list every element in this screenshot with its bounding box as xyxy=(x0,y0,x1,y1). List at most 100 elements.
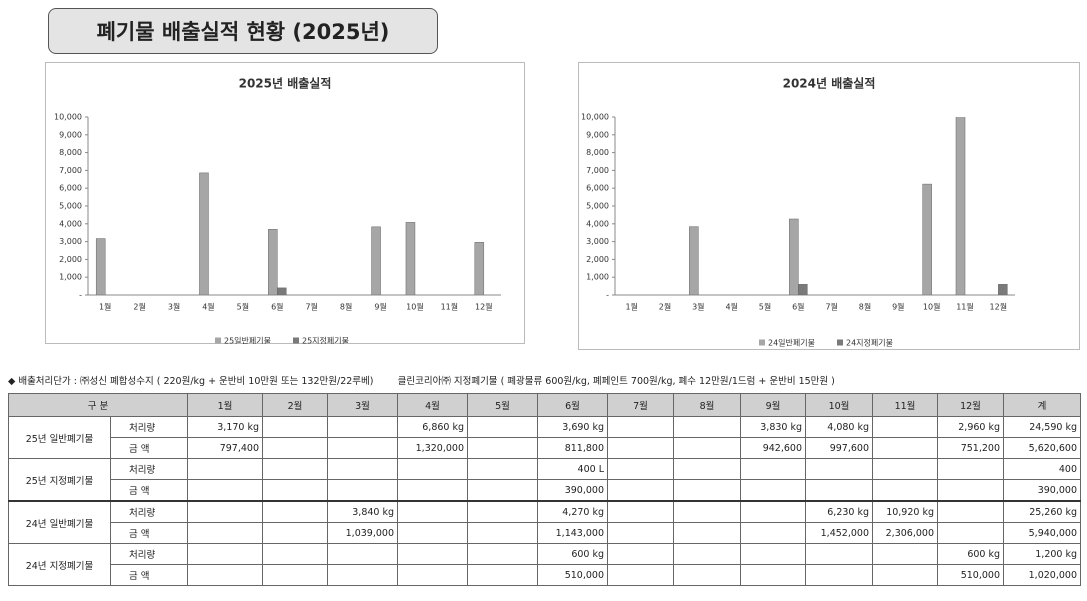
value-cell xyxy=(937,522,1004,544)
value-cell xyxy=(327,564,398,586)
value-cell xyxy=(327,458,398,480)
y-tick-label: 9,000 xyxy=(59,130,82,139)
header-cell: 7월 xyxy=(607,393,674,417)
value-cell: 797,400 xyxy=(187,437,263,459)
legend-swatch xyxy=(837,339,843,346)
value-cell xyxy=(607,500,674,523)
x-tick-label: 10월 xyxy=(923,302,941,312)
header-row: 구 분 1월 2월 3월 4월 5월 6월 7월 8월 9월 10월 11월 12월 계 xyxy=(8,393,1081,417)
x-tick-label: 9월 xyxy=(892,302,904,312)
value-cell: 2,960 kg xyxy=(937,416,1004,438)
y-tick-label: - xyxy=(606,291,609,300)
value-cell xyxy=(872,543,938,565)
y-tick-label: 5,000 xyxy=(59,202,82,211)
value-cell: 10,920 kg xyxy=(872,500,938,523)
value-cell: 390,000 xyxy=(1003,479,1081,502)
value-cell xyxy=(872,458,938,480)
bar xyxy=(268,229,278,295)
y-tick-label: 9,000 xyxy=(586,130,609,139)
table-row: 금 액 797,400 1,320,000 811,800 942,600 997,600… xyxy=(9,437,1081,459)
value-cell xyxy=(872,416,938,438)
bar xyxy=(277,287,287,295)
legend-swatch xyxy=(293,337,299,344)
y-tick-label: 7,000 xyxy=(59,166,82,175)
value-cell xyxy=(673,416,741,438)
value-cell xyxy=(607,458,674,480)
header-cell: 6월 xyxy=(537,393,608,417)
value-cell xyxy=(467,543,538,565)
value-cell xyxy=(607,416,674,438)
value-cell xyxy=(673,479,741,502)
bar xyxy=(955,117,966,295)
x-tick-label: 7월 xyxy=(305,302,317,312)
value-cell: 600 kg xyxy=(937,543,1004,565)
y-tick-label: 4,000 xyxy=(586,219,609,228)
value-cell: 6,860 kg xyxy=(397,416,468,438)
value-cell: 1,020,000 xyxy=(1003,564,1081,586)
value-cell xyxy=(607,479,674,502)
bar xyxy=(474,242,485,295)
x-tick-label: 11월 xyxy=(441,302,459,312)
bar xyxy=(689,226,699,295)
value-cell xyxy=(740,522,806,544)
value-cell xyxy=(872,479,938,502)
y-tick-label: 10,000 xyxy=(54,113,82,122)
chart-title: 2024년 배출실적 xyxy=(783,76,876,91)
value-cell xyxy=(397,564,468,586)
header-cell: 1월 xyxy=(187,393,263,417)
bar xyxy=(922,183,932,295)
x-tick-label: 6월 xyxy=(271,302,283,312)
page-title: 폐기물 배출실적 현황 (2025년) xyxy=(48,8,438,54)
bar xyxy=(199,172,209,295)
header-cell: 10월 xyxy=(805,393,873,417)
value-cell xyxy=(673,500,741,523)
x-tick-label: 12월 xyxy=(475,302,493,312)
value-cell xyxy=(740,458,806,480)
y-tick-label: 3,000 xyxy=(586,237,609,246)
row-label: 금 액 xyxy=(110,522,188,544)
value-cell xyxy=(805,543,873,565)
value-cell xyxy=(327,416,398,438)
value-cell xyxy=(607,543,674,565)
value-cell xyxy=(262,479,328,502)
y-tick-label: 10,000 xyxy=(581,113,609,122)
y-tick-label: 8,000 xyxy=(586,148,609,157)
bar xyxy=(95,238,106,295)
y-tick-label: 6,000 xyxy=(59,184,82,193)
value-cell: 5,620,600 xyxy=(1003,437,1081,459)
y-tick-label: 7,000 xyxy=(586,166,609,175)
value-cell xyxy=(187,479,263,502)
value-cell xyxy=(467,522,538,544)
y-tick-label: 2,000 xyxy=(586,255,609,264)
value-cell xyxy=(673,543,741,565)
value-cell: 3,840 kg xyxy=(327,500,398,523)
value-cell: 4,270 kg xyxy=(537,500,608,523)
y-tick-label: 5,000 xyxy=(586,202,609,211)
x-tick-label: 5월 xyxy=(237,302,249,312)
chart: 2025년 배출실적 - 1,000 2,000 3,000 4,000 5,000 6,00… xyxy=(45,62,525,344)
y-tick-label: 2,000 xyxy=(59,255,82,264)
value-cell xyxy=(262,437,328,459)
value-cell: 751,200 xyxy=(937,437,1004,459)
value-cell xyxy=(937,500,1004,523)
value-cell xyxy=(187,500,263,523)
value-cell xyxy=(872,564,938,586)
value-cell: 3,690 kg xyxy=(537,416,608,438)
chart-title: 2025년 배출실적 xyxy=(239,76,332,91)
value-cell xyxy=(937,458,1004,480)
value-cell: 2,306,000 xyxy=(872,522,938,544)
value-cell xyxy=(740,564,806,586)
value-cell: 1,452,000 xyxy=(805,522,873,544)
value-cell: 997,600 xyxy=(805,437,873,459)
x-tick-label: 1월 xyxy=(99,302,111,312)
price-note: ◆ 배출처리단가 : ㈜성신 폐합성수지 ( 220원/kg + 운반비 10만… xyxy=(8,376,835,387)
value-cell xyxy=(740,543,806,565)
value-cell: 811,800 xyxy=(537,437,608,459)
value-cell: 400 L xyxy=(537,458,608,480)
bars xyxy=(689,117,1008,295)
value-cell: 942,600 xyxy=(740,437,806,459)
value-cell xyxy=(673,522,741,544)
value-cell xyxy=(397,458,468,480)
x-tick-label: 4월 xyxy=(202,302,214,312)
